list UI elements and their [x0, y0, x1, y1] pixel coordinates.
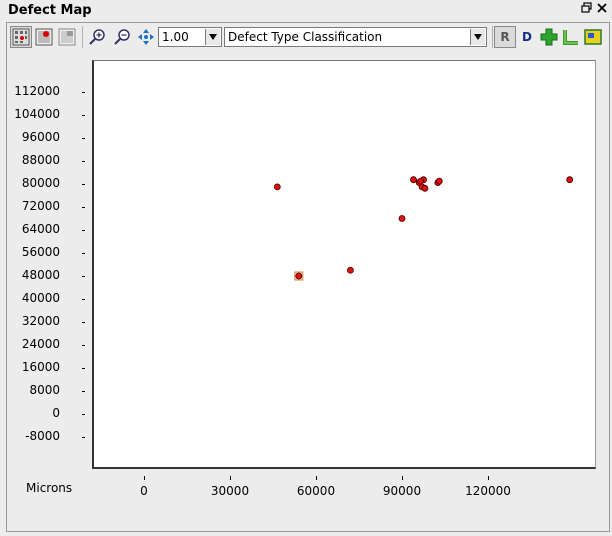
y-tick-mark [82, 207, 85, 208]
x-tick-mark [144, 476, 145, 480]
y-tick-mark [82, 184, 85, 185]
ruler-icon[interactable] [560, 26, 582, 48]
y-tick-mark [82, 230, 85, 231]
y-tick-mark [82, 115, 85, 116]
x-tick-label: 120000 [465, 484, 511, 498]
y-tick-mark [82, 414, 85, 415]
x-tick-mark [402, 476, 403, 480]
toolbar-separator [82, 26, 83, 48]
y-tick-label: 64000 [21, 222, 60, 236]
y-tick-mark [82, 276, 85, 277]
gray-view-icon[interactable] [56, 26, 78, 48]
zoom-in-icon[interactable] [86, 26, 108, 48]
pan-icon[interactable] [135, 26, 157, 48]
y-tick-mark [82, 345, 85, 346]
y-tick-mark [82, 437, 85, 438]
defect-map-plot[interactable] [92, 60, 596, 469]
defect-point[interactable] [435, 177, 443, 185]
zoom-out-icon[interactable] [111, 26, 133, 48]
x-tick-label: 90000 [382, 484, 422, 498]
d-toggle-button[interactable]: D [516, 26, 538, 48]
y-tick-label: 88000 [21, 153, 60, 167]
d-toggle-label: D [522, 30, 532, 44]
defect-point[interactable] [421, 184, 429, 192]
y-tick-label: 104000 [14, 107, 60, 121]
y-tick-label: 80000 [21, 176, 60, 190]
r-toggle-label: R [500, 30, 510, 44]
y-tick-mark [82, 92, 85, 93]
x-tick-label: 30000 [210, 484, 250, 498]
grid-view-icon[interactable] [10, 26, 32, 48]
x-tick-label: 0 [140, 484, 148, 498]
zoom-select-value: 1.00 [162, 30, 189, 44]
defect-point[interactable] [398, 215, 406, 222]
defect-point[interactable] [273, 183, 281, 191]
defect-point[interactable] [347, 266, 354, 274]
window-title: Defect Map [8, 3, 92, 18]
classification-select-value: Defect Type Classification [228, 30, 383, 44]
y-tick-label: 16000 [21, 360, 60, 374]
zoom-select[interactable]: 1.00 [158, 27, 222, 47]
y-tick-label: 24000 [21, 337, 60, 351]
restore-icon[interactable] [580, 2, 594, 16]
x-tick-label: 60000 [296, 484, 336, 498]
defect-point[interactable] [417, 177, 425, 185]
close-icon[interactable] [595, 2, 609, 16]
red-view-icon[interactable] [33, 26, 55, 48]
y-tick-label: 96000 [21, 130, 60, 144]
y-tick-label: 48000 [21, 268, 60, 282]
y-tick-label: 40000 [21, 291, 60, 305]
y-tick-label: 72000 [21, 199, 60, 213]
chevron-down-icon[interactable] [205, 29, 220, 45]
y-tick-label: 32000 [21, 314, 60, 328]
y-tick-mark [82, 322, 85, 323]
classification-select[interactable]: Defect Type Classification [224, 27, 487, 47]
x-tick-mark [316, 476, 317, 480]
y-tick-mark [82, 299, 85, 300]
defect-point[interactable] [295, 272, 303, 280]
toolbar-separator [492, 26, 493, 48]
y-tick-label: 112000 [14, 84, 60, 98]
y-tick-mark [82, 368, 85, 369]
y-tick-label: -8000 [25, 429, 60, 443]
r-toggle-button[interactable]: R [494, 26, 516, 48]
add-icon[interactable] [538, 26, 560, 48]
y-tick-label: 56000 [21, 245, 60, 259]
y-tick-mark [82, 391, 85, 392]
defect-point[interactable] [566, 176, 574, 184]
toolbar: 1.00 Defect Type Classification R D [8, 24, 608, 50]
defect-point[interactable] [410, 176, 417, 184]
color-map-icon[interactable] [582, 26, 604, 48]
x-tick-mark [488, 476, 489, 480]
x-tick-mark [230, 476, 231, 480]
y-tick-mark [82, 138, 85, 139]
defect-scatter[interactable] [94, 61, 595, 467]
axis-units-label: Microns [26, 481, 73, 495]
y-tick-mark [82, 253, 85, 254]
y-tick-label: 8000 [29, 383, 60, 397]
title-bar: Defect Map [0, 0, 612, 22]
y-tick-label: 0 [52, 406, 60, 420]
chevron-down-icon[interactable] [470, 29, 485, 45]
y-tick-mark [82, 161, 85, 162]
